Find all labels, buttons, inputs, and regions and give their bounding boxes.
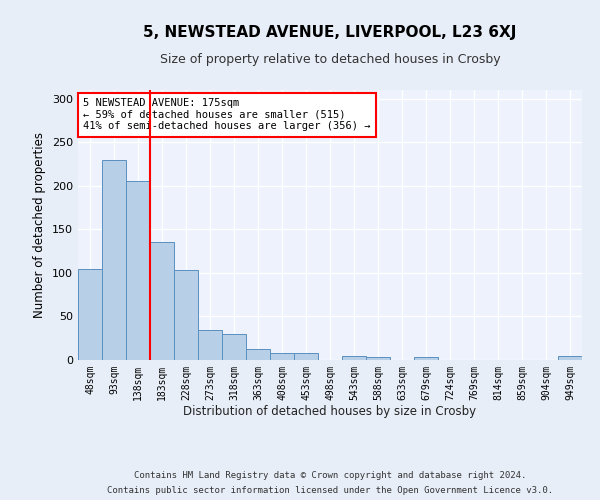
Text: 5 NEWSTEAD AVENUE: 175sqm
← 59% of detached houses are smaller (515)
41% of semi: 5 NEWSTEAD AVENUE: 175sqm ← 59% of detac… bbox=[83, 98, 371, 132]
Bar bbox=[78, 268, 102, 360]
Bar bbox=[270, 353, 294, 360]
Bar bbox=[342, 356, 366, 360]
Text: Contains HM Land Registry data © Crown copyright and database right 2024.: Contains HM Land Registry data © Crown c… bbox=[134, 471, 526, 480]
Bar bbox=[246, 348, 270, 360]
Text: Distribution of detached houses by size in Crosby: Distribution of detached houses by size … bbox=[184, 405, 476, 418]
Bar bbox=[558, 356, 582, 360]
Text: 5, NEWSTEAD AVENUE, LIVERPOOL, L23 6XJ: 5, NEWSTEAD AVENUE, LIVERPOOL, L23 6XJ bbox=[143, 25, 517, 40]
Bar bbox=[174, 270, 198, 360]
Bar bbox=[366, 356, 390, 360]
Bar bbox=[294, 353, 318, 360]
Text: Size of property relative to detached houses in Crosby: Size of property relative to detached ho… bbox=[160, 52, 500, 66]
Bar bbox=[198, 330, 222, 360]
Bar bbox=[222, 334, 246, 360]
Y-axis label: Number of detached properties: Number of detached properties bbox=[34, 132, 46, 318]
Bar bbox=[102, 160, 126, 360]
Bar bbox=[150, 242, 174, 360]
Bar bbox=[126, 182, 150, 360]
Bar bbox=[414, 358, 438, 360]
Text: Contains public sector information licensed under the Open Government Licence v3: Contains public sector information licen… bbox=[107, 486, 553, 495]
